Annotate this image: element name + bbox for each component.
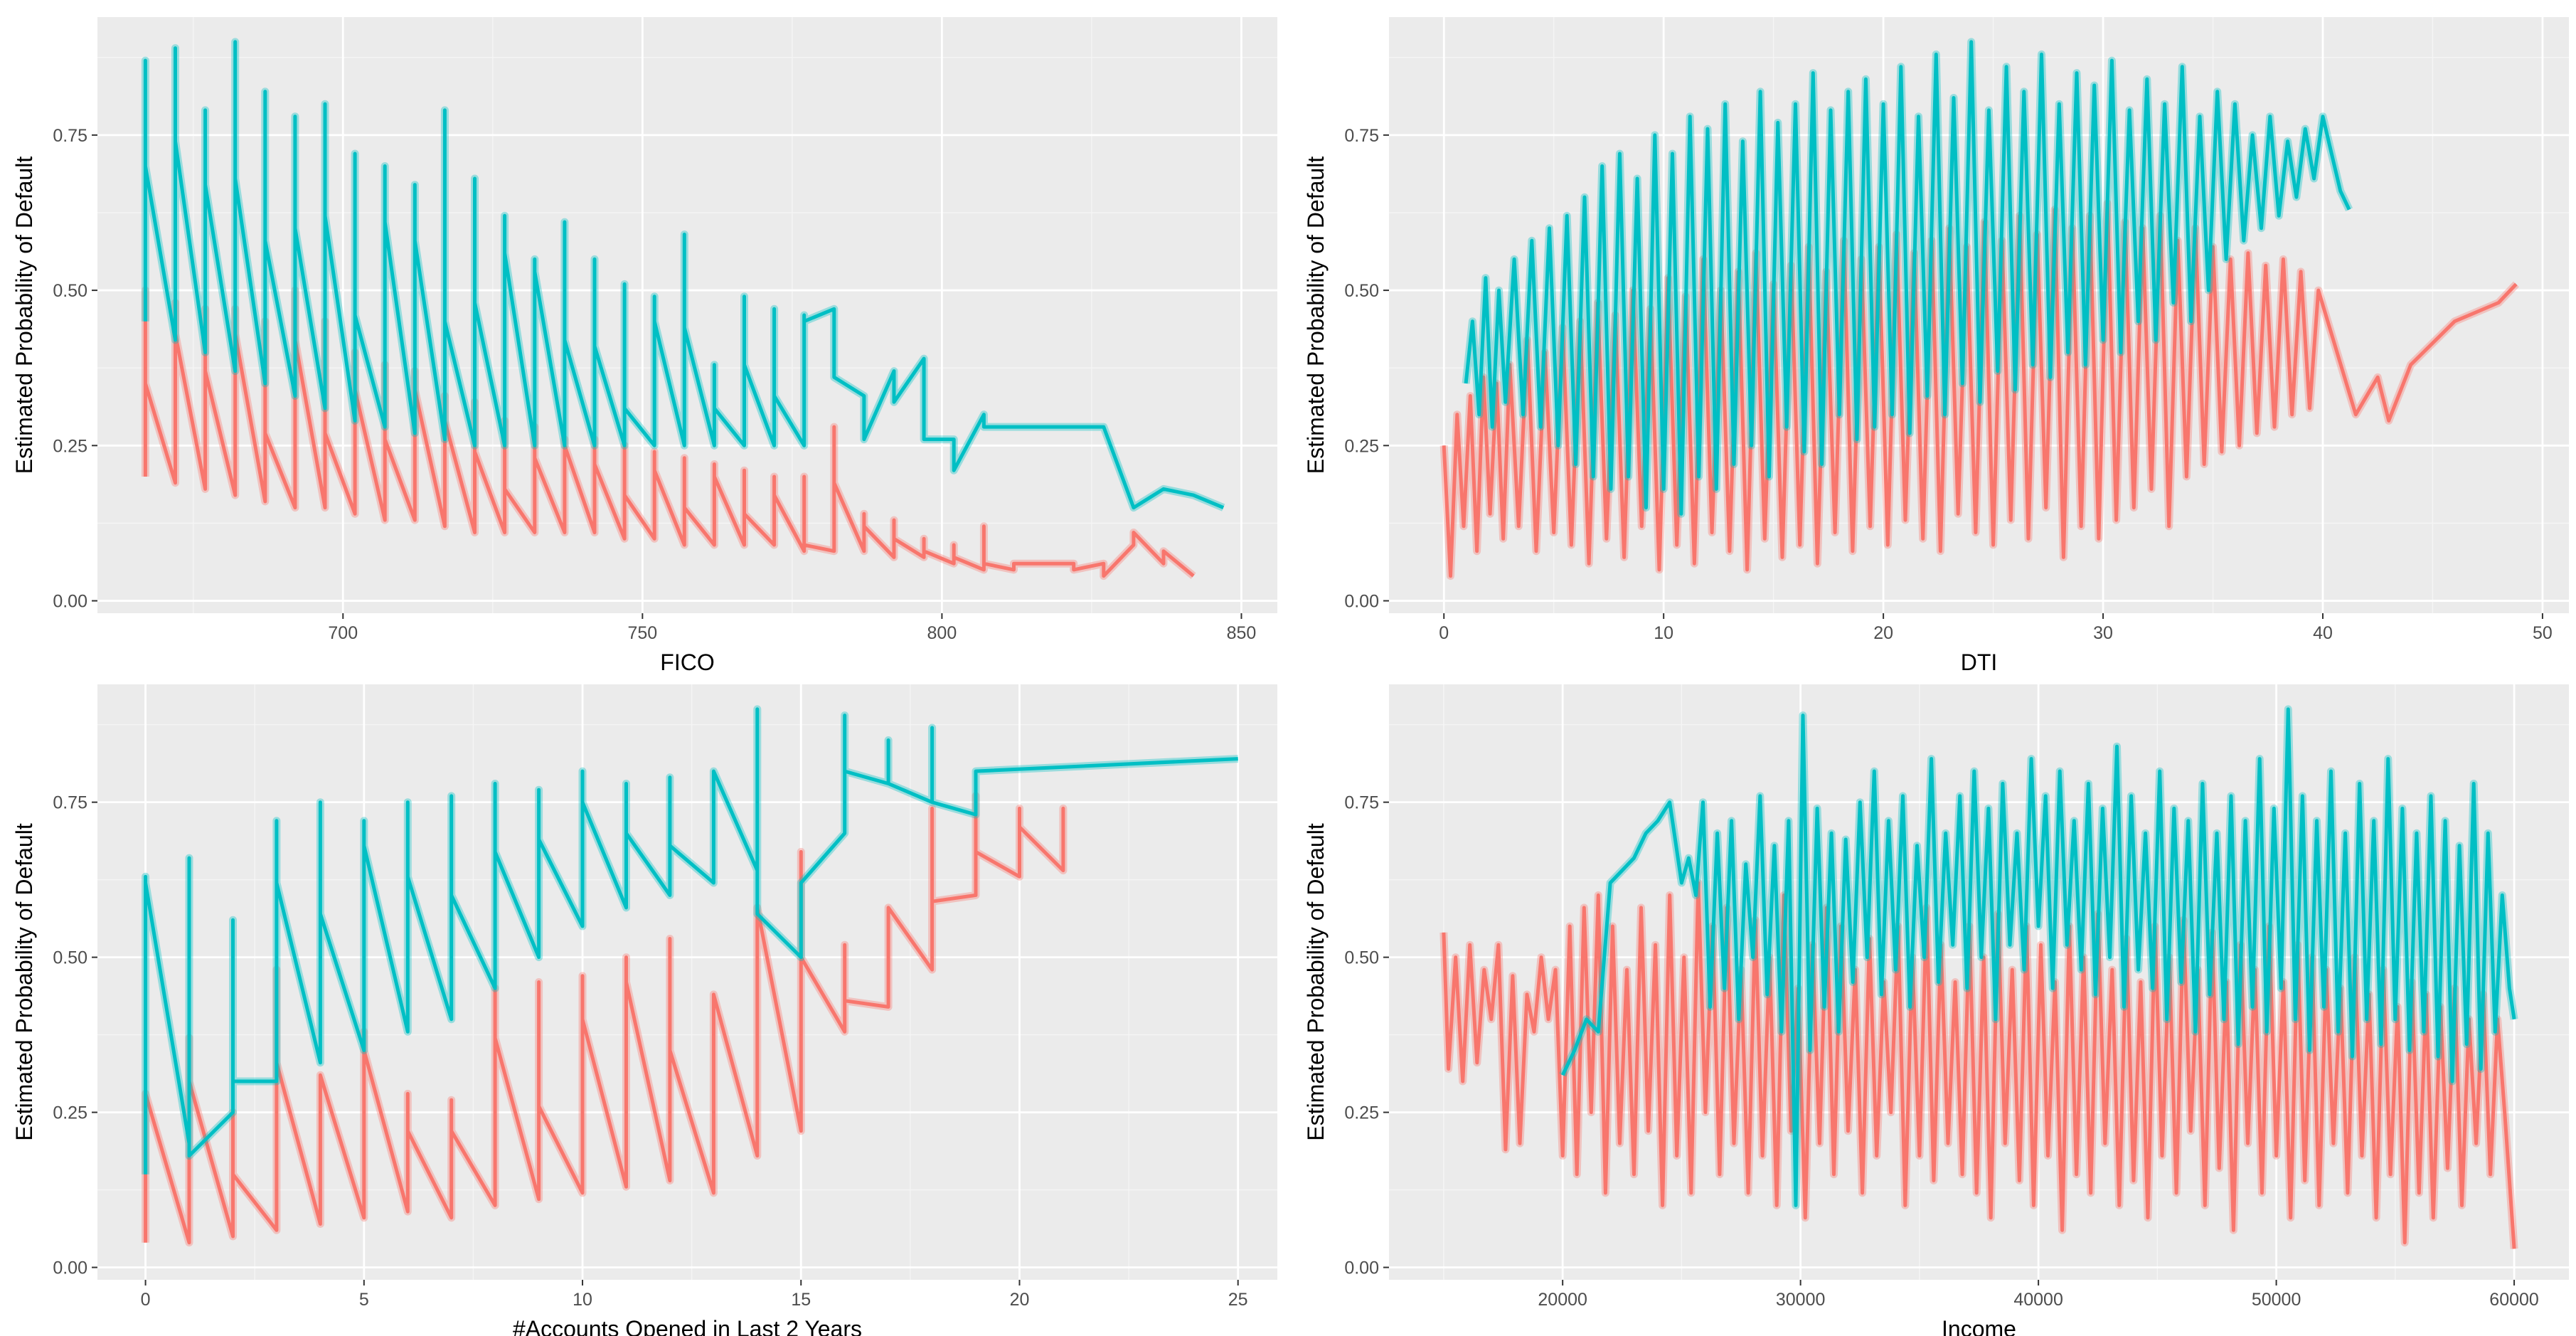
y-tick-label: 0.00 xyxy=(1344,1258,1379,1278)
series-cyan-line xyxy=(1560,707,2516,1207)
x-tick-label: 30 xyxy=(2093,623,2113,643)
x-tick-label: 20 xyxy=(1873,623,1893,643)
x-tick-label: 40000 xyxy=(2013,1290,2063,1310)
y-tick-label: 0.00 xyxy=(53,1258,87,1278)
x-tick-label: 10 xyxy=(573,1290,592,1310)
y-tick-label: 0.50 xyxy=(53,281,87,301)
y-tick-label: 0.75 xyxy=(53,126,87,146)
y-tick-label: 0.00 xyxy=(53,592,87,612)
x-tick-label: 800 xyxy=(927,623,957,643)
x-tick-label: 15 xyxy=(791,1290,811,1310)
series-red-line xyxy=(1442,201,2518,578)
y-tick-label: 0.25 xyxy=(53,1103,87,1123)
y-tick-label: 0.25 xyxy=(53,436,87,456)
y-tick-label: 0.25 xyxy=(1344,436,1379,456)
x-tick-label: 0 xyxy=(141,1290,151,1310)
y-tick-label: 0.50 xyxy=(53,948,87,968)
y-tick-label: 0.00 xyxy=(1344,592,1379,612)
x-axis-title-fico: FICO xyxy=(660,650,714,675)
series-red-line xyxy=(1442,881,2516,1249)
x-tick-label: 850 xyxy=(1227,623,1257,643)
x-tick-label: 10 xyxy=(1654,623,1673,643)
x-tick-label: 50000 xyxy=(2252,1290,2301,1310)
y-axis-title-income: Estimated Probability of Default xyxy=(1303,823,1329,1141)
x-tick-label: 700 xyxy=(328,623,358,643)
x-axis-title-dti: DTI xyxy=(1961,650,1998,675)
x-axis-title-accounts: #Accounts Opened in Last 2 Years xyxy=(513,1316,862,1336)
y-axis-title-accounts: Estimated Probability of Default xyxy=(11,823,37,1141)
y-axis-title-dti: Estimated Probability of Default xyxy=(1303,157,1329,475)
x-tick-label: 60000 xyxy=(2489,1290,2539,1310)
y-tick-label: 0.75 xyxy=(53,793,87,813)
y-tick-label: 0.75 xyxy=(1344,126,1379,146)
x-tick-label: 750 xyxy=(627,623,657,643)
series-cyan-line xyxy=(144,707,1238,1175)
panel-background xyxy=(97,684,1277,1280)
y-tick-label: 0.75 xyxy=(1344,793,1379,813)
x-tick-label: 50 xyxy=(2533,623,2553,643)
y-tick-label: 0.50 xyxy=(1344,948,1379,968)
panel-dti: 0 10 20 30 40 50 0.00 0.25 0.50 0.75 DTI Estimated … xyxy=(1303,17,2569,675)
x-tick-label: 0 xyxy=(1439,623,1449,643)
panel-accounts-opened: 0 5 10 15 20 25 0.00 0.25 0.50 0.75 #Accounts Open… xyxy=(11,684,1277,1336)
x-axis-title-income: Income xyxy=(1942,1316,2016,1336)
y-axis-title-fico: Estimated Probability of Default xyxy=(11,157,37,475)
x-tick-label: 20000 xyxy=(1538,1290,1587,1310)
panel-income: 20000 30000 40000 50000 60000 0.00 0.25 0.50 0.7… xyxy=(1303,684,2569,1336)
x-tick-label: 20 xyxy=(1010,1290,1030,1310)
y-tick-label: 0.50 xyxy=(1344,281,1379,301)
x-tick-label: 5 xyxy=(359,1290,369,1310)
x-tick-label: 25 xyxy=(1228,1290,1248,1310)
panel-fico: 700 750 800 850 0.00 0.25 0.50 0.75 FICO Estimate… xyxy=(11,17,1277,675)
x-tick-label: 30000 xyxy=(1776,1290,1826,1310)
series-cyan-line xyxy=(143,40,1225,510)
x-tick-label: 40 xyxy=(2313,623,2333,643)
y-tick-label: 0.25 xyxy=(1344,1103,1379,1123)
series-cyan-line xyxy=(1464,40,2351,516)
